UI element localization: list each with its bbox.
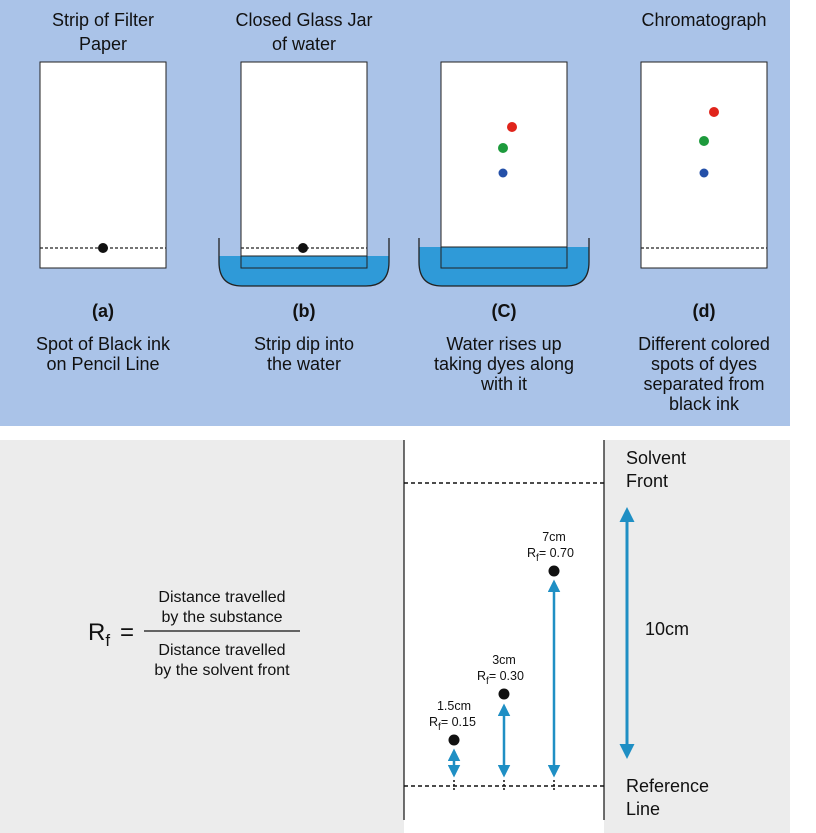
formula-denominator-line-1: Distance travelled [158, 642, 285, 659]
formula-numerator-line-2: by the substance [162, 609, 283, 626]
black-ink-spot [98, 243, 108, 253]
rf-symbol: Rf [88, 619, 110, 650]
total-distance-label: 10cm [645, 619, 689, 639]
panel-d-letter: (d) [693, 301, 716, 321]
blue-dye-spot [498, 168, 508, 178]
spot-2-distance: 3cm [492, 653, 516, 667]
panel-d-caption-line-1: Different colored [638, 334, 770, 354]
panel-b-caption-line-2: the water [267, 354, 341, 374]
panel-c-caption-line-3: with it [480, 374, 527, 394]
panel-d: Chromatograph (d) Different colored spot… [638, 10, 770, 414]
panel-d-caption-line-2: spots of dyes [651, 354, 757, 374]
panel-b-letter: (b) [293, 301, 316, 321]
panel-a-caption-line-2: on Pencil Line [46, 354, 159, 374]
blue-dye-spot [699, 168, 709, 178]
formula-numerator-line-1: Distance travelled [158, 589, 285, 606]
filter-paper-strip [39, 61, 167, 269]
spot-3-distance: 7cm [542, 530, 566, 544]
panel-a-caption-line-1: Spot of Black ink [36, 334, 171, 354]
chromatogram-diagram: 1.5cm Rf= 0.15 3cm Rf= 0.30 7cm Rf= 0.70… [403, 440, 709, 833]
spot-3 [548, 565, 560, 577]
panel-b-caption-line-1: Strip dip into [254, 334, 354, 354]
solvent-front-label-line-1: Solvent [626, 448, 686, 468]
panel-a-title-line-1: Strip of Filter [52, 10, 154, 30]
rf-formula: Rf = Distance travelled by the substance… [88, 589, 300, 679]
spot-1-distance: 1.5cm [437, 699, 471, 713]
panel-a: Strip of Filter Paper (a) Spot of Black … [36, 10, 171, 374]
panel-c-caption-line-1: Water rises up [446, 334, 561, 354]
filter-paper-strip [240, 61, 368, 269]
panel-b: Closed Glass Jar of water (b) Strip dip … [218, 10, 390, 374]
bottom-panel-background [0, 440, 790, 833]
panel-d-caption-line-4: black ink [669, 394, 740, 414]
panel-c: (C) Water rises up taking dyes along wit… [418, 61, 590, 394]
strip-wet-part [440, 246, 568, 269]
panel-a-title-line-2: Paper [79, 34, 127, 54]
solvent-front-label-line-2: Front [626, 471, 668, 491]
spot-3-rf: Rf= 0.70 [527, 546, 574, 564]
spot-2 [498, 688, 510, 700]
spot-1 [448, 734, 460, 746]
panel-c-caption-line-2: taking dyes along [434, 354, 574, 374]
black-ink-spot [298, 243, 308, 253]
strip-submerged-part [240, 255, 368, 269]
green-dye-spot [498, 143, 508, 153]
panel-b-title-line-2: of water [272, 34, 336, 54]
panel-d-title: Chromatograph [641, 10, 766, 30]
reference-line-label-line-2: Line [626, 799, 660, 819]
reference-line-label-line-1: Reference [626, 776, 709, 796]
spot-2-rf: Rf= 0.30 [477, 669, 524, 687]
formula-denominator-line-2: by the solvent front [154, 662, 290, 679]
chromatograph-strip [640, 61, 768, 269]
red-dye-spot [507, 122, 517, 132]
red-dye-spot [709, 107, 719, 117]
spot-1-rf: Rf= 0.15 [429, 715, 476, 733]
rf-equals: = [120, 619, 134, 646]
green-dye-spot [699, 136, 709, 146]
glass-jar-outline [418, 238, 590, 287]
panel-d-caption-line-3: separated from [643, 374, 764, 394]
panel-a-letter: (a) [92, 301, 114, 321]
panel-b-title-line-1: Closed Glass Jar [235, 10, 372, 30]
glass-jar-outline [218, 238, 390, 287]
filter-paper-strip [440, 61, 568, 269]
panel-c-letter: (C) [492, 301, 517, 321]
